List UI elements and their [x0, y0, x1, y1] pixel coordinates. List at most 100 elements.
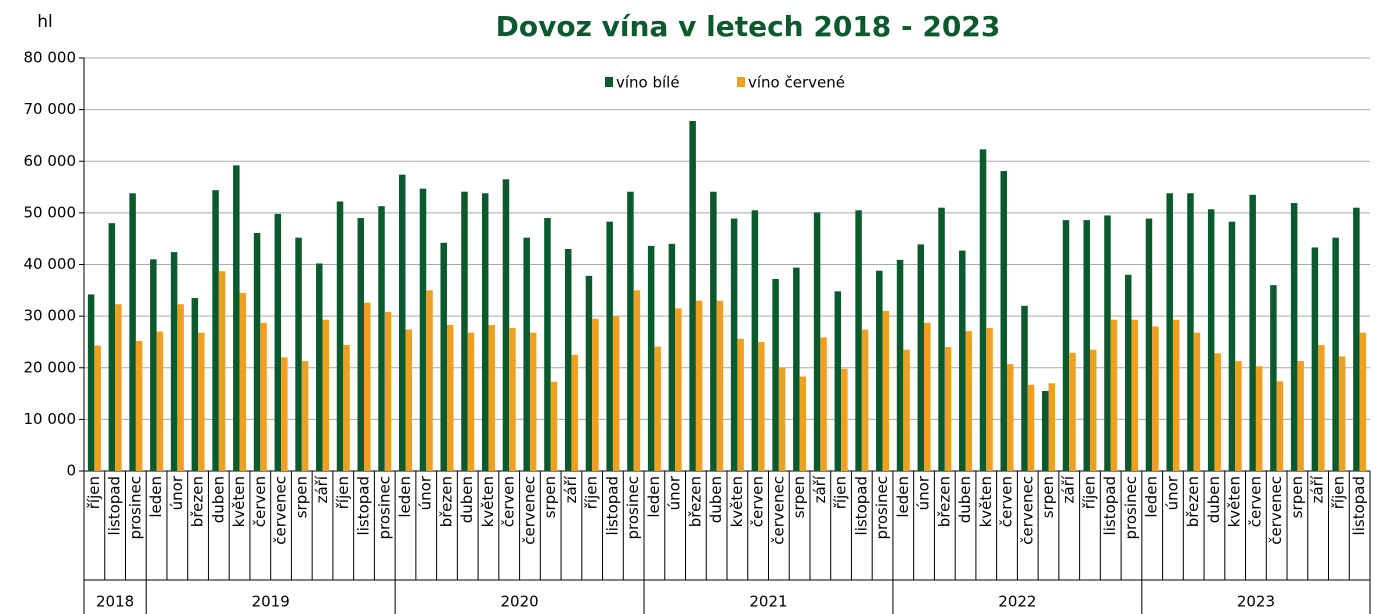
x-tick-label: červenec: [1267, 476, 1285, 545]
bar: [357, 218, 365, 471]
bar: [170, 252, 178, 471]
bar: [917, 244, 925, 471]
bar: [737, 338, 744, 471]
bar: [772, 278, 779, 471]
bar: [834, 291, 842, 471]
bar: [882, 310, 890, 471]
x-tick-label: listopad: [603, 476, 621, 535]
x-tick-label: červenec: [272, 476, 290, 545]
x-tick-label: březen: [686, 476, 704, 527]
year-label: 2018: [96, 593, 134, 611]
bar: [1214, 353, 1221, 471]
bar: [1083, 220, 1090, 471]
bar: [1359, 332, 1367, 471]
x-tick-label: leden: [1143, 476, 1161, 518]
bar: [861, 329, 869, 471]
x-tick-label: březen: [437, 476, 455, 527]
bar: [399, 174, 406, 472]
bar: [730, 218, 738, 471]
y-tick-label: 50 000: [24, 203, 77, 221]
y-axis-label: hl: [37, 12, 53, 32]
bar: [689, 120, 696, 472]
bar: [316, 263, 323, 471]
bar: [924, 322, 931, 471]
bar: [1311, 247, 1319, 471]
x-tick-label: listopad: [106, 476, 124, 535]
x-tick-label: září: [811, 475, 829, 503]
year-label: 2019: [252, 593, 290, 611]
y-tick-label: 10 000: [24, 410, 77, 428]
bar: [1338, 356, 1346, 471]
bar: [177, 304, 184, 471]
bar: [710, 191, 717, 472]
bar: [94, 345, 101, 471]
year-label: 2022: [998, 593, 1036, 611]
x-tick-label: srpen: [541, 476, 559, 518]
bar: [813, 212, 821, 471]
bar: [405, 329, 412, 471]
y-tick-label: 70 000: [24, 100, 77, 118]
bar: [793, 267, 800, 471]
legend-label: víno bílé: [616, 74, 680, 92]
x-tick-label: leden: [396, 476, 414, 518]
bar: [135, 340, 143, 471]
bar: [1104, 215, 1111, 471]
bar: [606, 221, 613, 471]
x-tick-label: únor: [915, 475, 933, 510]
bar: [959, 250, 966, 471]
x-tick-label: říjen: [832, 476, 850, 509]
bar: [896, 259, 904, 471]
bar: [218, 271, 226, 471]
bar: [343, 345, 350, 471]
bar: [841, 368, 848, 471]
bar: [1249, 194, 1256, 471]
legend-swatch: [737, 77, 745, 87]
x-tick-label: prosinec: [873, 476, 891, 540]
bar: [695, 300, 703, 471]
x-tick-label: září: [1060, 475, 1078, 503]
x-tick-label: červen: [998, 476, 1016, 527]
x-tick-label: březen: [1184, 476, 1202, 527]
x-tick-label: únor: [417, 475, 435, 510]
bar: [233, 165, 240, 471]
x-tick-label: listopad: [1101, 476, 1119, 535]
bar: [509, 327, 516, 471]
bar: [1255, 366, 1263, 471]
bar: [1027, 384, 1035, 471]
bar: [1353, 207, 1360, 471]
bar: [156, 331, 164, 471]
bar: [668, 243, 676, 471]
x-tick-label: leden: [147, 476, 165, 518]
bar: [1152, 326, 1159, 471]
bar: [1297, 361, 1304, 471]
x-tick-label: listopad: [1350, 476, 1368, 535]
bar: [1000, 171, 1008, 471]
bar: [799, 376, 807, 471]
x-tick-label: březen: [935, 476, 953, 527]
bar: [633, 290, 641, 471]
x-tick-label: březen: [189, 476, 207, 527]
x-tick-label: červen: [251, 476, 269, 527]
bar: [212, 190, 219, 471]
x-tick-label: květen: [977, 476, 995, 527]
bar: [1145, 218, 1153, 471]
x-tick-label: říjen: [1080, 476, 1098, 509]
bar: [488, 324, 495, 471]
bar: [627, 191, 634, 472]
bar: [260, 322, 267, 471]
x-tick-label: únor: [168, 475, 186, 510]
bar: [502, 179, 510, 471]
bar: [1187, 193, 1194, 471]
bar: [876, 270, 883, 471]
x-tick-label: prosinec: [1122, 476, 1140, 540]
bar: [820, 337, 827, 471]
bar: [1007, 364, 1014, 471]
y-tick-label: 80 000: [24, 49, 77, 67]
x-tick-label: leden: [645, 476, 663, 518]
legend-swatch: [605, 77, 613, 87]
bar: [419, 188, 427, 471]
bar: [301, 361, 309, 471]
bar: [938, 207, 945, 471]
bar: [481, 193, 489, 471]
